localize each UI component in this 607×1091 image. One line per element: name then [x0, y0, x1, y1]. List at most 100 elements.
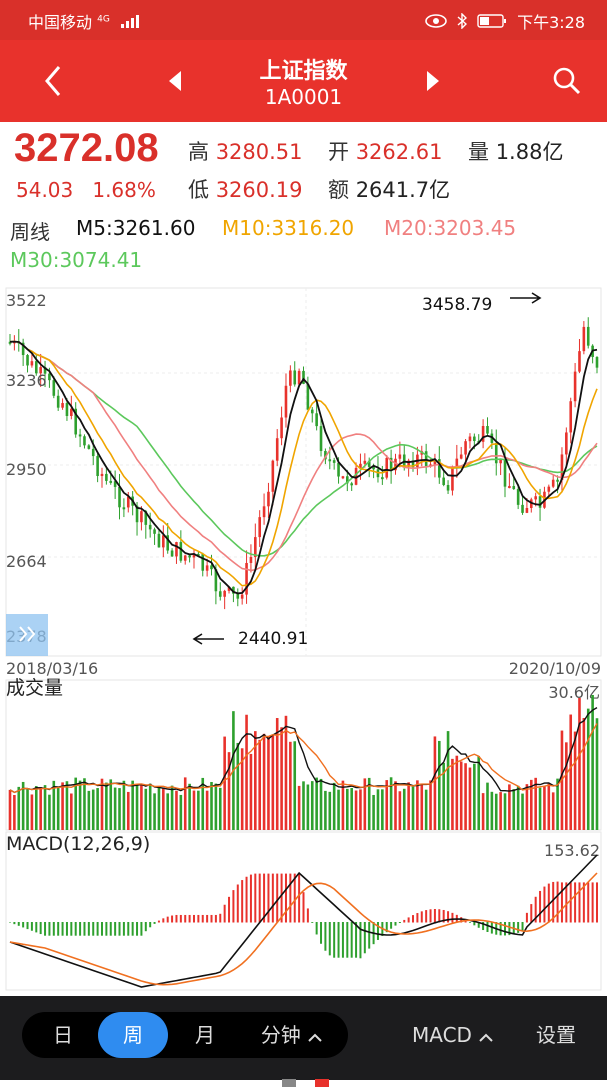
macd-bar: [271, 873, 274, 923]
volume-bar: [162, 788, 165, 830]
volume-bar: [512, 789, 516, 830]
volume-bar: [275, 718, 279, 830]
volume-bar: [346, 788, 349, 830]
macd-bar: [228, 896, 231, 923]
y-tick-3236: 3236: [6, 371, 47, 390]
battery-icon: [477, 14, 507, 28]
chart-area[interactable]: 3522 3236 2950 2664 2378 3458.79 2440.91…: [0, 282, 607, 998]
macd-bar: [355, 922, 358, 958]
macd-bar: [13, 922, 16, 925]
macd-bar: [350, 922, 353, 958]
carrier-label: 中国移动: [28, 13, 93, 32]
bluetooth-icon: [457, 13, 468, 29]
candle-body: [464, 441, 467, 455]
volume-bar: [65, 781, 69, 830]
candle-body: [249, 556, 253, 563]
ma20-line: [9, 340, 598, 572]
ma30-label: M30:3074.41: [10, 248, 143, 272]
volume-bar: [96, 788, 99, 830]
change-percent: 1.68%: [92, 178, 156, 202]
macd-bar: [17, 922, 20, 926]
volume-bar: [210, 781, 213, 830]
quote-panel: 3272.08 54.03 1.68% 高 3280.51 开 3262.61 …: [0, 122, 607, 210]
candle-body: [223, 590, 226, 597]
indicator-selector[interactable]: MACD: [412, 1012, 494, 1058]
period-label: 周线: [10, 220, 50, 244]
volume-bar: [126, 791, 130, 830]
candle-body: [516, 489, 520, 505]
candle-body: [157, 533, 161, 548]
page-indicator: [282, 1072, 330, 1091]
candle-body: [551, 479, 555, 487]
macd-bar: [477, 922, 480, 928]
search-button[interactable]: [544, 58, 590, 104]
open-label: 开: [328, 140, 349, 164]
open-field: 开 3262.61: [328, 136, 443, 166]
candle-body: [354, 467, 358, 485]
candle-body: [48, 373, 51, 381]
macd-bar: [376, 922, 379, 940]
macd-bar: [565, 882, 568, 923]
settings-button[interactable]: 设置: [536, 1023, 576, 1047]
volume-bar: [30, 794, 34, 830]
candle-body: [280, 417, 283, 439]
volume-bar: [26, 789, 29, 830]
tab-month[interactable]: 月: [195, 1023, 215, 1047]
macd-dea-line: [9, 872, 598, 986]
candle-body: [8, 341, 12, 344]
candle-body: [135, 505, 139, 523]
volume-bar: [582, 718, 586, 830]
next-stock-button[interactable]: [410, 58, 456, 104]
tab-minute[interactable]: 分钟: [244, 1012, 340, 1058]
candle-body: [433, 459, 437, 465]
tab-week[interactable]: 周: [98, 1012, 168, 1058]
candle-body: [595, 357, 599, 368]
macd-bar: [337, 922, 340, 958]
tab-day[interactable]: 日: [53, 1023, 73, 1047]
triangle-left-icon: [169, 71, 181, 91]
volume-bar: [205, 790, 209, 830]
candle-body: [437, 459, 441, 478]
high-field: 高 3280.51: [188, 136, 303, 166]
expand-button[interactable]: [6, 614, 48, 656]
ma5-line: [9, 340, 598, 595]
status-left: 中国移动 4G: [28, 9, 139, 33]
eye-icon: [425, 14, 447, 28]
macd-bar: [74, 922, 77, 936]
kline-frame: [5, 287, 602, 657]
candle-body: [271, 460, 275, 492]
volume-bar: [411, 784, 415, 830]
low-field: 低 3260.19: [188, 174, 303, 204]
volume-bar: [547, 783, 551, 830]
candle-body: [481, 426, 485, 442]
ma30-line: [9, 340, 598, 557]
volume-bar: [306, 784, 310, 830]
ma10-label: M10:3316.20: [222, 216, 355, 240]
chart-svg[interactable]: 3522 3236 2950 2664 2378 3458.79 2440.91…: [0, 282, 607, 994]
candle-body: [91, 448, 95, 457]
candle-body: [499, 459, 502, 464]
prev-stock-button[interactable]: [152, 58, 198, 104]
candle-body: [424, 451, 428, 467]
price-change: 54.03 1.68%: [16, 178, 156, 202]
expand-button-bg[interactable]: [6, 614, 48, 656]
volume-bar: [429, 780, 432, 830]
candle-body: [218, 591, 222, 597]
candle-body: [122, 507, 126, 510]
volume-bar: [140, 784, 143, 830]
candle-body: [402, 454, 406, 467]
macd-bar: [433, 909, 436, 923]
back-button[interactable]: [30, 58, 76, 104]
candle-body: [148, 524, 152, 530]
macd-bar: [504, 922, 507, 936]
candle-body: [214, 569, 218, 592]
macd-bar: [320, 922, 323, 944]
macd-bar: [569, 882, 572, 923]
candle-body: [569, 401, 573, 433]
volume-bar: [105, 782, 108, 830]
volume-bar: [61, 782, 64, 830]
volume-bar: [83, 778, 86, 830]
macd-bar: [44, 922, 47, 936]
candle-body: [350, 483, 353, 486]
candle-body: [407, 460, 410, 467]
